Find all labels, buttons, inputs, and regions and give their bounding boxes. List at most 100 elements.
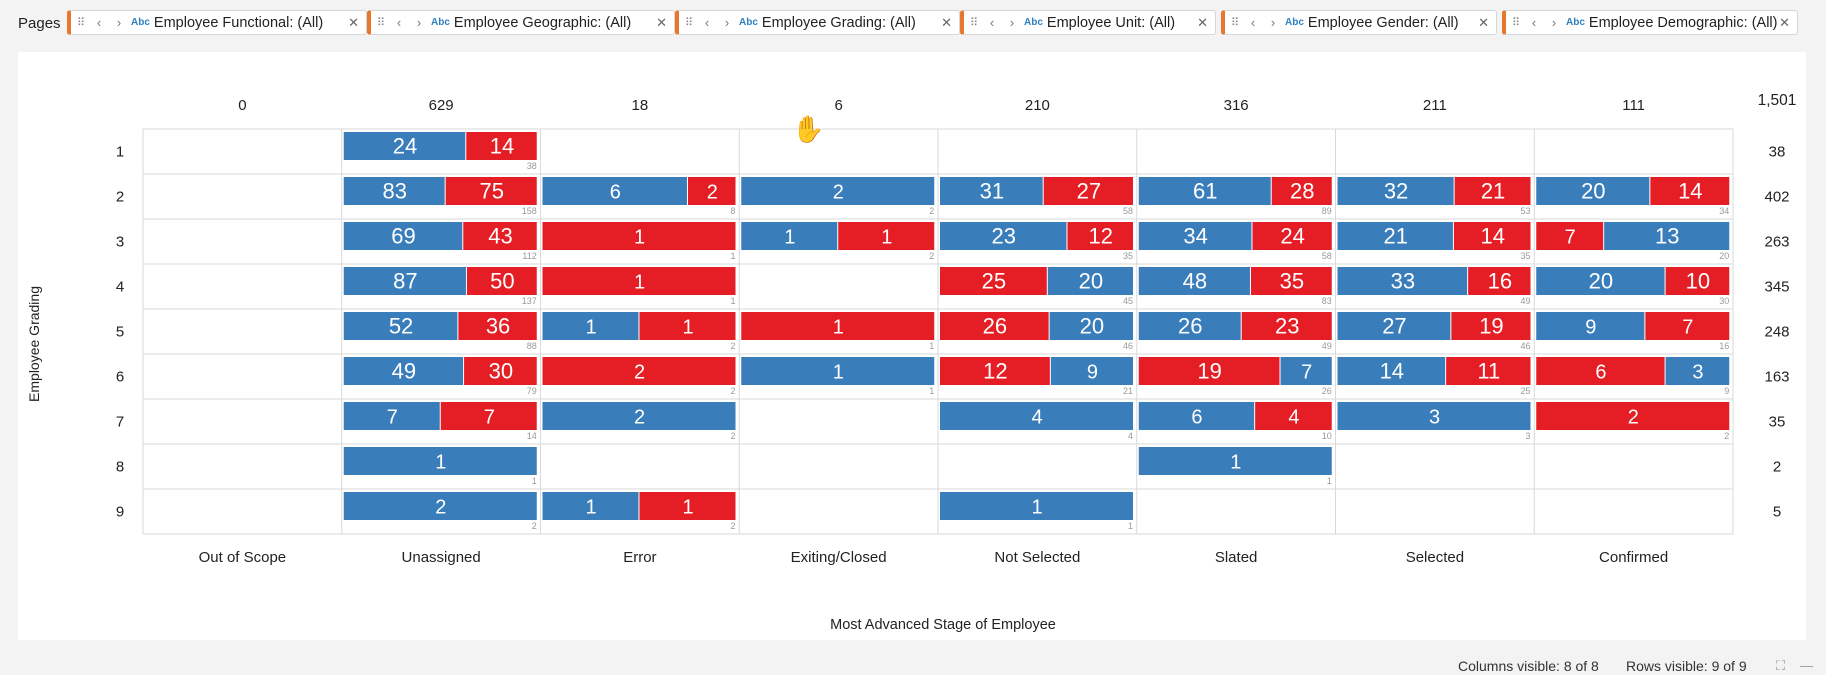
bar-segment-blue (343, 177, 445, 205)
close-icon[interactable]: ✕ (941, 15, 952, 30)
cell-total-label: 16 (1719, 341, 1729, 351)
close-icon[interactable]: ✕ (1779, 15, 1790, 30)
bar-segment-red (940, 312, 1049, 340)
prev-icon[interactable]: ‹ (96, 15, 102, 30)
next-icon[interactable]: › (1551, 15, 1557, 30)
minimize-icon[interactable]: — (1800, 658, 1813, 673)
bar-segment-blue (343, 492, 537, 520)
row-total-label: 402 (1764, 189, 1789, 206)
prev-icon[interactable]: ‹ (704, 15, 710, 30)
bar-value-label: 7 (1301, 362, 1312, 384)
filter-pill[interactable]: ⠿ ‹ › Abc Employee Geographic: (All) ✕ (367, 10, 675, 35)
bar-value-label: 12 (1089, 224, 1113, 249)
row-tick-label: 2 (116, 189, 124, 206)
row-tick-label: 4 (116, 279, 124, 296)
drag-handle-icon[interactable]: ⠿ (1231, 17, 1239, 29)
y-axis-title: Employee Grading (26, 286, 42, 402)
bar-value-label: 27 (1382, 314, 1406, 339)
filter-pill-label: Employee Gender: (All) (1307, 14, 1459, 31)
bar-value-label: 21 (1481, 179, 1505, 204)
bar-value-label: 48 (1183, 269, 1207, 294)
bar-segment-blue (1337, 177, 1454, 205)
bar-segment-blue (741, 222, 838, 250)
cell-total-label: 49 (1322, 341, 1332, 351)
cell-total-label: 45 (1123, 296, 1133, 306)
prev-icon[interactable]: ‹ (396, 15, 402, 30)
string-type-badge: Abc (431, 17, 450, 28)
bar-segment-blue (343, 222, 463, 250)
bar-segment-blue (1536, 267, 1665, 295)
bar-segment-red (1665, 267, 1730, 295)
bar-segment-blue (1280, 357, 1332, 385)
bar-segment-blue (1138, 222, 1252, 250)
columns-visible: Columns visible: 8 of 8 (1458, 658, 1599, 674)
bar-segment-red (542, 222, 736, 250)
string-type-badge: Abc (131, 17, 150, 28)
close-icon[interactable]: ✕ (1478, 15, 1489, 30)
status-bar: Columns visible: 8 of 8 Rows visible: 9 … (0, 648, 1826, 675)
next-icon[interactable]: › (1009, 15, 1015, 30)
cell-total-label: 1 (1327, 476, 1332, 486)
close-icon[interactable]: ✕ (348, 15, 359, 30)
bar-value-label: 3 (1429, 407, 1440, 429)
drag-handle-icon[interactable]: ⠿ (77, 17, 85, 29)
filter-pill[interactable]: ⠿ ‹ › Abc Employee Grading: (All) ✕ (675, 10, 960, 35)
prev-icon[interactable]: ‹ (1250, 15, 1256, 30)
bar-segment-red (1138, 357, 1280, 385)
next-icon[interactable]: › (724, 15, 730, 30)
bar-value-label: 13 (1655, 224, 1679, 249)
bar-value-label: 23 (1275, 314, 1299, 339)
bar-value-label: 6 (610, 182, 621, 204)
fit-screen-icon[interactable]: ⛶ (1776, 658, 1786, 673)
drag-handle-icon[interactable]: ⠿ (1512, 17, 1520, 29)
prev-icon[interactable]: ‹ (1531, 15, 1537, 30)
next-icon[interactable]: › (116, 15, 122, 30)
drag-handle-icon[interactable]: ⠿ (970, 17, 978, 29)
cell-total-label: 2 (929, 206, 934, 216)
row-tick-label: 7 (116, 414, 124, 431)
column-total-label: 0 (238, 97, 246, 114)
bar-value-label: 23 (992, 224, 1016, 249)
row-total-label: 248 (1764, 324, 1789, 341)
bar-value-label: 24 (1280, 224, 1304, 249)
drag-handle-icon[interactable]: ⠿ (685, 17, 693, 29)
bar-segment-red (1536, 402, 1730, 430)
cell-total-label: 89 (1322, 206, 1332, 216)
row-tick-label: 9 (116, 504, 124, 521)
close-icon[interactable]: ✕ (1197, 15, 1208, 30)
filter-pill[interactable]: ⠿ ‹ › Abc Employee Demographic: (All) ✕ (1502, 10, 1798, 35)
bar-segment-blue (1138, 312, 1241, 340)
bar-segment-red (1241, 312, 1332, 340)
bar-value-label: 52 (389, 314, 413, 339)
bar-value-label: 7 (1682, 317, 1693, 339)
cell-total-label: 1 (929, 386, 934, 396)
cell-total-label: 2 (1724, 431, 1729, 441)
cell-total-label: 53 (1520, 206, 1530, 216)
column-total-label: 6 (834, 97, 842, 114)
bar-value-label: 20 (1589, 269, 1613, 294)
bar-segment-red (463, 222, 537, 250)
next-icon[interactable]: › (1270, 15, 1276, 30)
bar-segment-red (466, 267, 537, 295)
cell-total-label: 58 (1123, 206, 1133, 216)
close-icon[interactable]: ✕ (656, 15, 667, 30)
drag-handle-icon[interactable]: ⠿ (377, 17, 385, 29)
bar-segment-blue (1665, 357, 1730, 385)
bar-value-label: 26 (1178, 314, 1202, 339)
bar-value-label: 20 (1080, 314, 1104, 339)
bar-value-label: 1 (634, 272, 645, 294)
bar-segment-red (1271, 177, 1332, 205)
bar-segment-red (542, 357, 736, 385)
filter-pill[interactable]: ⠿ ‹ › Abc Employee Gender: (All) ✕ (1221, 10, 1497, 35)
bar-value-label: 2 (634, 362, 645, 384)
prev-icon[interactable]: ‹ (989, 15, 995, 30)
row-total-label: 38 (1769, 144, 1786, 161)
bar-value-label: 1 (682, 497, 693, 519)
column-total-label: 111 (1622, 97, 1645, 114)
next-icon[interactable]: › (416, 15, 422, 30)
bar-segment-red (1645, 312, 1730, 340)
filter-pill[interactable]: ⠿ ‹ › Abc Employee Functional: (All) ✕ (67, 10, 367, 35)
bar-value-label: 2 (1628, 407, 1639, 429)
filter-pill[interactable]: ⠿ ‹ › Abc Employee Unit: (All) ✕ (960, 10, 1216, 35)
